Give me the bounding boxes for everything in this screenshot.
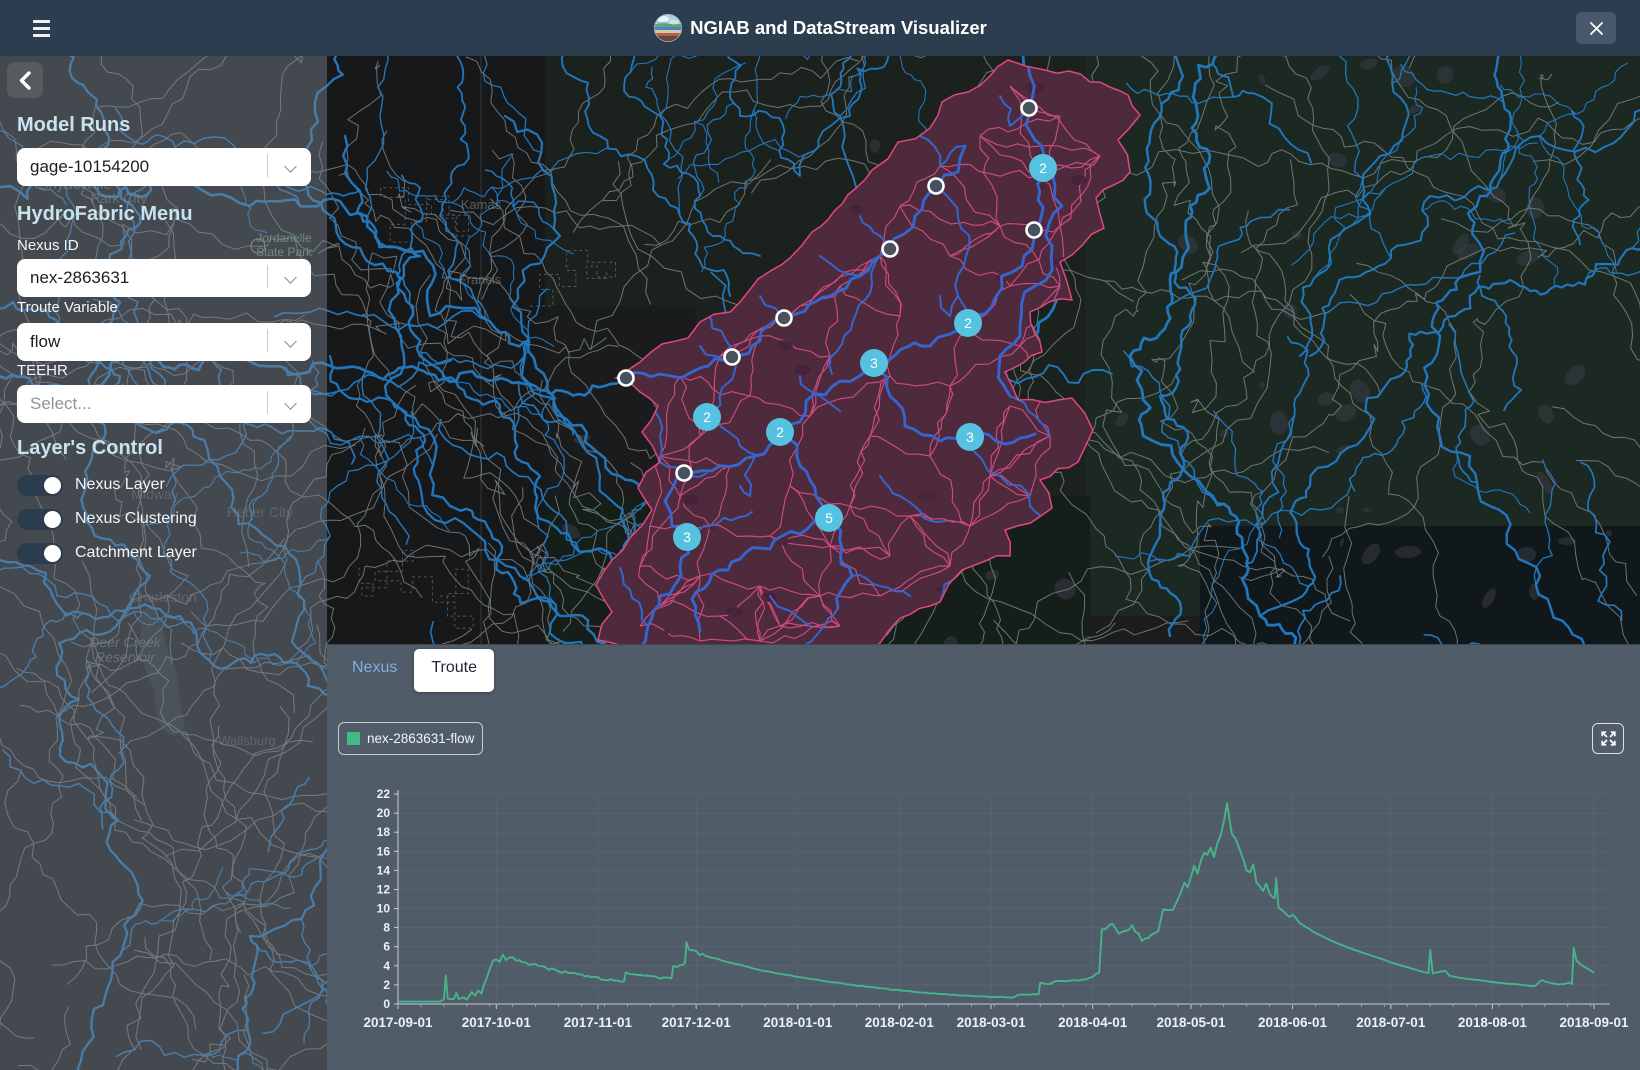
- svg-text:2018-03-01: 2018-03-01: [957, 1015, 1027, 1030]
- svg-text:0: 0: [383, 997, 390, 1011]
- svg-text:2017-10-01: 2017-10-01: [462, 1015, 532, 1030]
- svg-text:2018-02-01: 2018-02-01: [865, 1015, 935, 1030]
- svg-text:4: 4: [383, 959, 390, 973]
- svg-text:2017-12-01: 2017-12-01: [662, 1015, 732, 1030]
- svg-text:3: 3: [966, 429, 974, 445]
- svg-text:8: 8: [383, 921, 390, 935]
- svg-text:2: 2: [776, 424, 784, 440]
- svg-text:2018-04-01: 2018-04-01: [1058, 1015, 1128, 1030]
- svg-text:20: 20: [377, 806, 391, 820]
- svg-text:3: 3: [683, 529, 691, 545]
- svg-text:2: 2: [703, 409, 711, 425]
- svg-text:2018-07-01: 2018-07-01: [1356, 1015, 1426, 1030]
- svg-text:Jordanelle: Jordanelle: [256, 231, 312, 245]
- svg-text:3: 3: [870, 355, 878, 371]
- svg-text:2017-09-01: 2017-09-01: [363, 1015, 433, 1030]
- svg-text:State Park: State Park: [256, 245, 313, 259]
- svg-text:Wallsburg: Wallsburg: [218, 733, 275, 748]
- svg-text:2018-06-01: 2018-06-01: [1258, 1015, 1328, 1030]
- svg-text:Kamas: Kamas: [461, 197, 502, 212]
- svg-text:2: 2: [383, 978, 390, 992]
- svg-text:5: 5: [825, 510, 833, 526]
- svg-text:Reservoir: Reservoir: [95, 649, 156, 665]
- svg-text:Heber City: Heber City: [227, 504, 293, 520]
- svg-text:2: 2: [1039, 160, 1047, 176]
- svg-text:2: 2: [964, 315, 972, 331]
- svg-text:Midway: Midway: [131, 486, 178, 502]
- svg-text:18: 18: [377, 825, 391, 839]
- svg-text:14: 14: [377, 863, 391, 877]
- svg-text:2017-11-01: 2017-11-01: [564, 1015, 633, 1030]
- svg-text:10: 10: [377, 902, 391, 916]
- svg-text:2018-05-01: 2018-05-01: [1156, 1015, 1226, 1030]
- svg-text:2018-08-01: 2018-08-01: [1458, 1015, 1528, 1030]
- svg-text:22: 22: [377, 787, 391, 801]
- svg-text:2018-09-01: 2018-09-01: [1559, 1015, 1629, 1030]
- svg-text:2018-01-01: 2018-01-01: [763, 1015, 833, 1030]
- svg-text:Francis: Francis: [459, 272, 502, 287]
- svg-text:Charleston: Charleston: [129, 589, 197, 605]
- svg-text:Park City: Park City: [91, 190, 148, 206]
- svg-text:12: 12: [377, 883, 391, 897]
- svg-text:6: 6: [383, 940, 390, 954]
- svg-text:Deer Creek: Deer Creek: [89, 634, 162, 650]
- svg-text:16: 16: [377, 844, 391, 858]
